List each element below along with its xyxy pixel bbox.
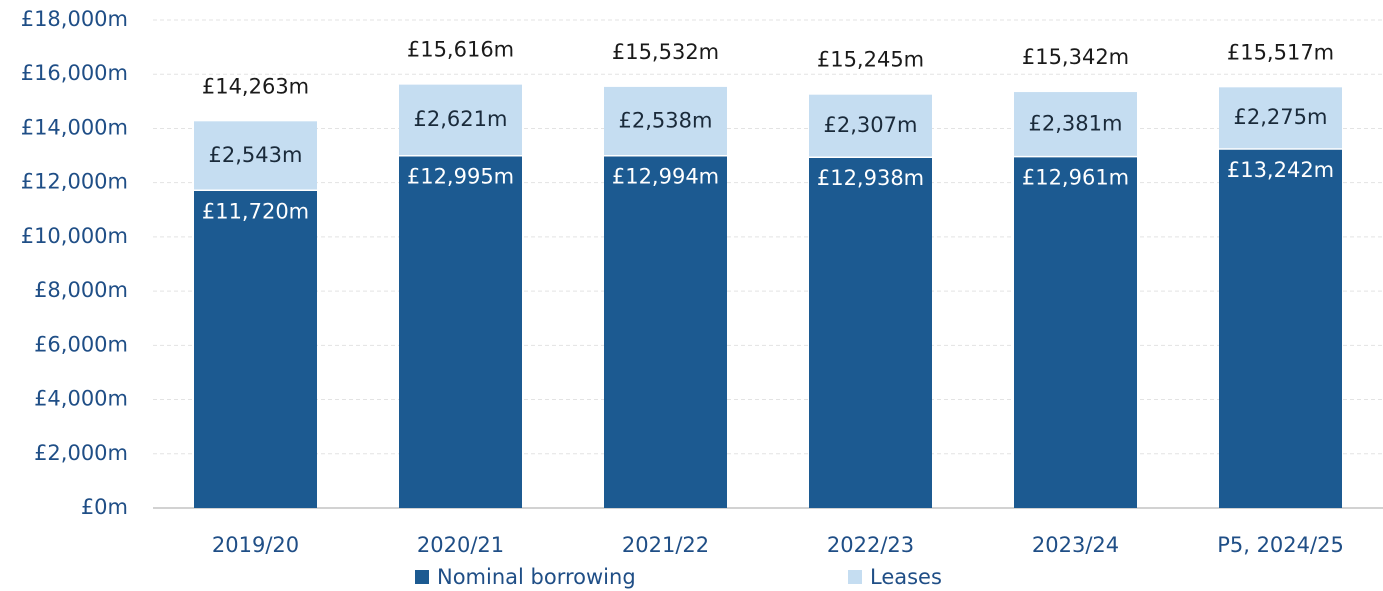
bar-segment — [809, 94, 932, 158]
total-label: £15,245m — [817, 48, 924, 72]
data-label: £12,994m — [612, 165, 719, 189]
y-tick-label: £2,000m — [34, 441, 128, 465]
y-tick-label: £4,000m — [34, 387, 128, 411]
y-tick-label: £8,000m — [34, 278, 128, 302]
bar-segment — [399, 84, 522, 156]
total-label: £15,342m — [1022, 45, 1129, 69]
data-label: £12,995m — [407, 165, 514, 189]
data-label: £2,275m — [1234, 105, 1328, 129]
bar-segment — [1219, 148, 1342, 508]
x-tick-label: 2019/20 — [212, 533, 299, 557]
bar-segment — [399, 155, 522, 509]
total-label: £14,263m — [202, 74, 309, 98]
legend-swatch — [848, 570, 862, 584]
y-tick-label: £0m — [81, 495, 128, 519]
total-label: £15,616m — [407, 38, 514, 62]
bar-segment — [1014, 156, 1137, 508]
x-tick-label: 2020/21 — [417, 533, 504, 557]
data-label: £12,961m — [1022, 166, 1129, 190]
y-tick-label: £14,000m — [21, 115, 128, 139]
bar-segment — [194, 190, 317, 508]
data-label: £2,543m — [209, 143, 303, 167]
data-label: £13,242m — [1227, 158, 1334, 182]
legend-label: Leases — [870, 565, 942, 589]
bar-segment — [809, 157, 932, 508]
data-label: £2,621m — [414, 107, 508, 131]
legend-label: Nominal borrowing — [437, 565, 636, 589]
x-tick-label: P5, 2024/25 — [1217, 533, 1344, 557]
total-label: £15,532m — [612, 40, 719, 64]
x-tick-label: 2021/22 — [622, 533, 709, 557]
y-tick-label: £10,000m — [21, 224, 128, 248]
data-label: £2,538m — [619, 108, 713, 132]
data-label: £2,307m — [824, 113, 918, 137]
y-tick-label: £18,000m — [21, 7, 128, 31]
bar-segment — [1014, 92, 1137, 157]
bar-segment — [604, 155, 727, 509]
data-label: £11,720m — [202, 199, 309, 223]
bar-segment — [1219, 87, 1342, 149]
x-tick-label: 2022/23 — [827, 533, 914, 557]
total-label: £15,517m — [1227, 40, 1334, 64]
bar-segment — [194, 121, 317, 191]
x-tick-label: 2023/24 — [1032, 533, 1119, 557]
data-label: £12,938m — [817, 166, 924, 190]
y-tick-label: £12,000m — [21, 170, 128, 194]
y-tick-label: £16,000m — [21, 61, 128, 85]
bar-segment — [604, 86, 727, 156]
y-tick-label: £6,000m — [34, 332, 128, 356]
data-label: £2,381m — [1029, 111, 1123, 135]
legend-swatch — [415, 570, 429, 584]
